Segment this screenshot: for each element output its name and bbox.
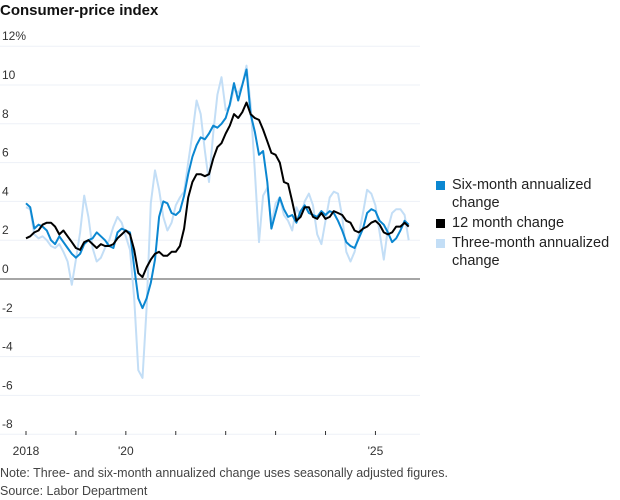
series-line-12-month-change: [25, 101, 410, 279]
x-tick-label: '25: [368, 444, 384, 458]
legend: Six-month annualized change 12 month cha…: [436, 176, 616, 272]
y-tick-label: 12%: [2, 29, 26, 43]
series-line-six-month-annualized-change: [25, 68, 410, 310]
y-tick-label: 6: [2, 146, 9, 160]
x-tick-label: 2018: [13, 444, 40, 458]
legend-swatch: [436, 181, 445, 190]
legend-label: Six-month annualized change: [452, 177, 592, 211]
y-tick-label: -8: [2, 417, 13, 431]
chart-title: Consumer-price index: [0, 2, 159, 19]
legend-label: Three-month annualized change: [452, 235, 610, 269]
y-tick-label: 10: [2, 68, 16, 82]
series-line-three-month-annualized-change: [25, 64, 410, 379]
y-tick-label: 2: [2, 223, 9, 237]
x-tick-label: '20: [118, 444, 134, 458]
y-tick-label: -2: [2, 301, 13, 315]
chart-source: Source: Labor Department: [0, 484, 148, 498]
y-tick-label: -6: [2, 378, 13, 392]
legend-item-three-month: Three-month annualized change: [436, 234, 616, 270]
y-tick-label: 4: [2, 184, 9, 198]
legend-item-12-month: 12 month change: [436, 214, 616, 232]
legend-swatch: [436, 219, 445, 228]
legend-item-six-month: Six-month annualized change: [436, 176, 616, 212]
legend-swatch: [436, 239, 445, 248]
y-tick-label: 0: [2, 262, 9, 276]
y-tick-label: -4: [2, 340, 13, 354]
y-tick-label: 8: [2, 107, 9, 121]
legend-label: 12 month change: [452, 215, 565, 231]
chart-note: Note: Three- and six-month annualized ch…: [0, 466, 448, 480]
